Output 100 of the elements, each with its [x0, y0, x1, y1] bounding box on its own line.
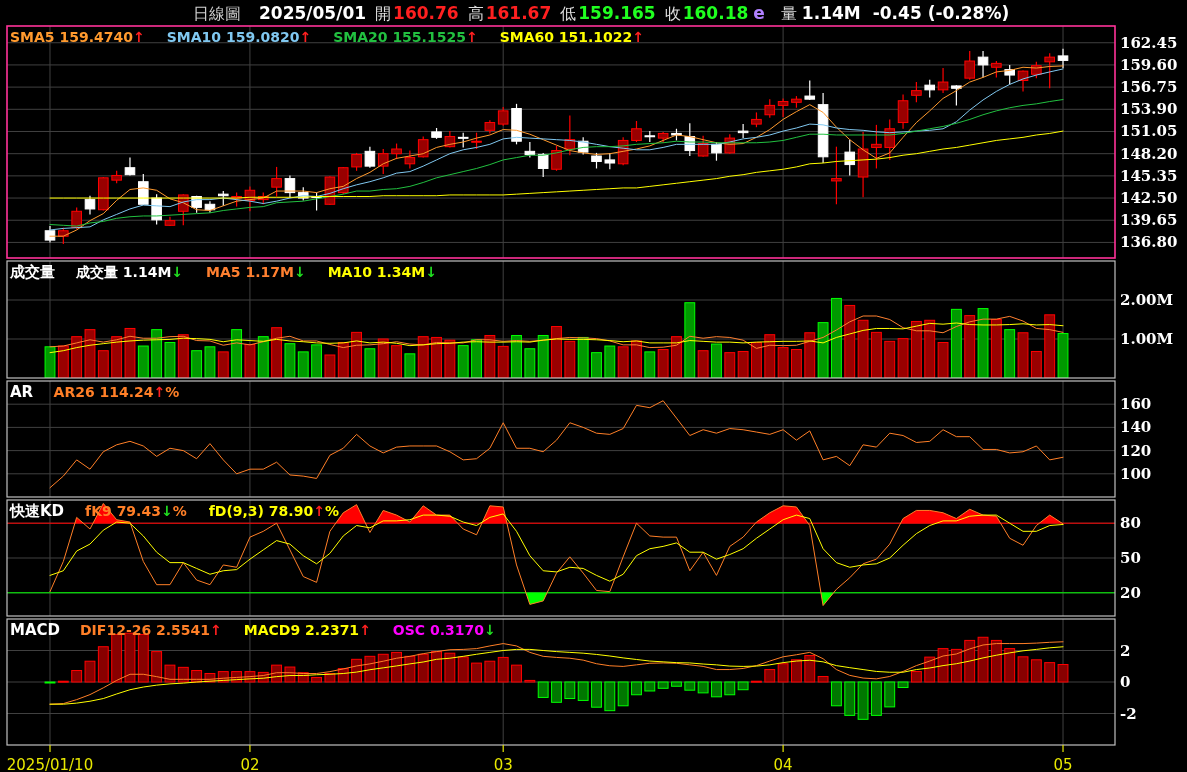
chart-title: MACD — [10, 621, 60, 639]
bar — [1004, 648, 1016, 683]
y-tick-label: 160 — [1120, 395, 1152, 414]
bar — [164, 342, 176, 378]
bar — [537, 334, 549, 378]
y-tick-label: 162.45 — [1120, 33, 1178, 52]
bar — [111, 336, 123, 378]
bar — [964, 639, 976, 683]
x-tick-label: 2025/01/10 — [6, 756, 94, 772]
bar — [164, 664, 176, 683]
y-tick-label: 139.65 — [1120, 211, 1178, 230]
bar — [337, 342, 349, 378]
bar — [910, 670, 922, 683]
y-tick-label: 148.20 — [1120, 144, 1178, 163]
bar — [404, 353, 416, 378]
bar — [777, 663, 789, 683]
x-tick-label: 02 — [240, 756, 260, 772]
text: e — [753, 3, 765, 23]
chart-title: AR — [10, 383, 34, 401]
bar — [457, 345, 469, 378]
bar — [950, 648, 962, 683]
bar — [684, 302, 696, 378]
bar — [311, 344, 323, 378]
y-tick-label: 142.50 — [1120, 189, 1178, 208]
bar — [884, 340, 896, 378]
bar — [444, 652, 456, 683]
bar — [124, 327, 136, 378]
bar — [791, 659, 802, 683]
bar — [511, 334, 522, 378]
bar — [44, 346, 56, 378]
bar — [671, 336, 682, 378]
bar — [417, 336, 429, 378]
bar — [737, 681, 749, 691]
bar — [497, 656, 509, 683]
y-tick-label: 159.60 — [1120, 55, 1178, 74]
bar — [897, 681, 909, 689]
bar — [870, 331, 882, 378]
y-tick-label: 100 — [1120, 464, 1152, 483]
bar — [84, 660, 96, 683]
bar — [830, 297, 842, 378]
bar — [817, 675, 829, 683]
y-tick-label: 140 — [1120, 418, 1152, 437]
bar — [97, 350, 109, 378]
bar — [244, 343, 256, 378]
legend: SMA5 159.4740↑ SMA10 159.0820↑ SMA20 155.1525↑ SMA60 151.1022↑ — [10, 29, 645, 45]
bar — [577, 336, 589, 378]
y-tick-label: 120 — [1120, 441, 1152, 460]
bar — [937, 648, 949, 683]
bar — [671, 681, 682, 687]
bar — [377, 653, 389, 683]
bar — [844, 304, 856, 378]
text: 1.14M — [801, 3, 861, 23]
bar — [391, 345, 402, 378]
bar — [791, 349, 802, 378]
y-tick-label: 50 — [1120, 549, 1141, 567]
line-series — [49, 315, 1064, 349]
y-tick-label: 2.00M — [1120, 291, 1174, 309]
legend: DIF12-26 2.5541↑ MACD9 2.2371↑ — [80, 622, 371, 638]
text: 低 — [560, 3, 577, 23]
bar — [364, 348, 376, 378]
y-tick-label: 2 — [1120, 641, 1131, 660]
bar — [137, 345, 149, 378]
bar — [297, 351, 309, 378]
bar — [1004, 329, 1016, 378]
bar — [191, 350, 203, 378]
bar — [84, 329, 96, 378]
bar — [564, 340, 576, 378]
y-tick-label: 156.75 — [1120, 78, 1178, 97]
line-series — [49, 99, 1064, 227]
x-tick-label: 03 — [493, 756, 513, 772]
bar — [551, 681, 562, 703]
bar — [431, 336, 442, 378]
bar — [137, 633, 149, 683]
y-tick-label: 136.80 — [1120, 233, 1178, 252]
x-tick-label: 05 — [1053, 756, 1073, 772]
text: 161.67 — [485, 3, 552, 23]
bar — [444, 339, 456, 378]
bar — [377, 338, 389, 378]
bar — [964, 315, 976, 378]
bar — [1044, 662, 1056, 683]
bar — [897, 338, 909, 378]
bar — [524, 348, 536, 378]
line-series — [49, 400, 1064, 489]
bar — [631, 681, 642, 696]
bar — [591, 352, 602, 378]
bar — [764, 334, 776, 378]
bar — [870, 681, 882, 716]
bar — [617, 681, 629, 707]
bar — [551, 326, 562, 378]
y-tick-label: 145.35 — [1120, 166, 1178, 185]
text: 160.76 — [393, 3, 459, 23]
chart-title: 快速KD — [9, 502, 65, 520]
text: -0.45 (-0.28%) — [872, 3, 1010, 23]
bar — [1030, 350, 1042, 378]
bar — [311, 676, 323, 683]
line-series — [49, 322, 1064, 354]
annotation: 成交量 1.14M↓ — [75, 264, 184, 280]
bar — [857, 681, 869, 720]
bar — [697, 350, 709, 378]
y-tick-label: -2 — [1120, 704, 1137, 723]
